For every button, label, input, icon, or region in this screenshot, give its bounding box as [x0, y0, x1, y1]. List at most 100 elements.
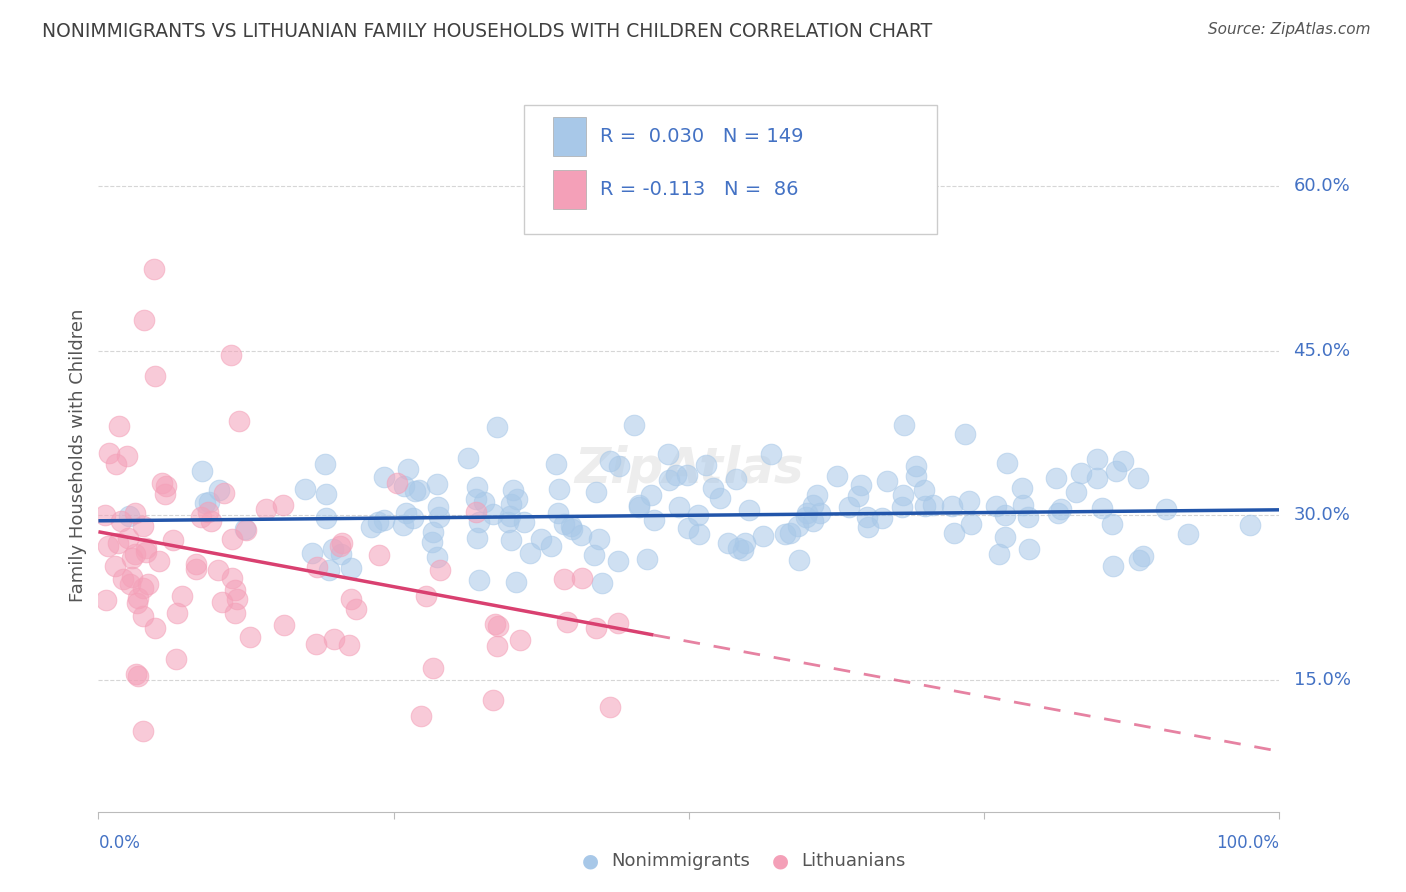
- Point: [1091, 500, 1114, 515]
- Point: [957, 494, 980, 508]
- Point: [233, 522, 256, 536]
- Text: Lithuanians: Lithuanians: [801, 852, 905, 870]
- Y-axis label: Family Households with Children: Family Households with Children: [69, 309, 87, 601]
- Point: [426, 477, 449, 491]
- Point: [628, 498, 651, 512]
- Point: [547, 506, 569, 520]
- Point: [395, 506, 418, 520]
- Text: Nonimmigrants: Nonimmigrants: [612, 852, 751, 870]
- Point: [429, 563, 451, 577]
- Point: [676, 468, 699, 483]
- Point: [702, 481, 724, 495]
- Point: [121, 570, 143, 584]
- Point: [585, 621, 607, 635]
- Point: [513, 515, 536, 529]
- Point: [367, 515, 389, 529]
- Point: [1154, 502, 1177, 516]
- Point: [803, 498, 825, 512]
- Point: [734, 535, 756, 549]
- Point: [464, 505, 486, 519]
- Point: [211, 594, 233, 608]
- Point: [221, 571, 243, 585]
- Point: [789, 553, 811, 567]
- Point: [588, 533, 610, 547]
- Point: [623, 418, 645, 433]
- Point: [1239, 517, 1261, 532]
- Point: [1132, 549, 1154, 563]
- Point: [135, 545, 157, 559]
- Point: [591, 576, 613, 591]
- Text: 15.0%: 15.0%: [1294, 671, 1351, 689]
- Point: [657, 447, 679, 461]
- Text: 0.0%: 0.0%: [98, 834, 141, 852]
- Point: [599, 700, 621, 714]
- Point: [486, 618, 509, 632]
- Point: [1101, 516, 1123, 531]
- Point: [294, 483, 316, 497]
- Point: [111, 572, 134, 586]
- Text: ●: ●: [582, 851, 599, 871]
- Point: [330, 536, 353, 550]
- Point: [544, 457, 567, 471]
- Point: [166, 607, 188, 621]
- Text: 60.0%: 60.0%: [1294, 177, 1350, 195]
- Point: [540, 540, 562, 554]
- Point: [398, 462, 420, 476]
- Point: [132, 582, 155, 596]
- Point: [955, 427, 977, 442]
- Point: [415, 589, 437, 603]
- Point: [1102, 558, 1125, 573]
- Point: [135, 541, 157, 555]
- Point: [117, 531, 139, 545]
- Point: [165, 651, 187, 665]
- Point: [125, 596, 148, 610]
- Point: [856, 520, 879, 534]
- Point: [344, 602, 367, 616]
- Point: [482, 507, 505, 521]
- Point: [155, 479, 177, 493]
- Point: [486, 640, 509, 654]
- Point: [148, 554, 170, 568]
- Point: [305, 560, 328, 574]
- Point: [851, 477, 873, 491]
- Point: [519, 546, 541, 560]
- Point: [329, 539, 352, 553]
- Point: [943, 525, 966, 540]
- Point: [136, 577, 159, 591]
- Text: 30.0%: 30.0%: [1294, 507, 1350, 524]
- Point: [922, 498, 945, 512]
- Text: 45.0%: 45.0%: [1294, 342, 1351, 359]
- Point: [457, 450, 479, 465]
- Point: [228, 414, 250, 428]
- Point: [108, 419, 131, 434]
- Point: [385, 476, 408, 491]
- Point: [184, 557, 207, 571]
- Point: [607, 554, 630, 568]
- Point: [912, 483, 935, 497]
- Text: ZipAtlas: ZipAtlas: [574, 445, 804, 493]
- Point: [855, 510, 877, 524]
- Point: [239, 630, 262, 644]
- Point: [402, 511, 425, 525]
- Point: [509, 632, 531, 647]
- Point: [104, 558, 127, 573]
- Point: [668, 500, 690, 514]
- Point: [368, 549, 391, 563]
- Point: [191, 464, 214, 478]
- Point: [254, 501, 277, 516]
- Point: [465, 480, 488, 494]
- Point: [150, 475, 173, 490]
- Point: [914, 500, 936, 514]
- Point: [1111, 453, 1133, 467]
- Point: [905, 468, 928, 483]
- Point: [190, 510, 212, 524]
- Point: [318, 563, 340, 577]
- Point: [198, 495, 221, 509]
- Point: [1177, 527, 1199, 541]
- Point: [1050, 502, 1073, 516]
- Point: [105, 457, 128, 471]
- Point: [838, 500, 860, 514]
- Point: [392, 479, 415, 493]
- Point: [505, 492, 527, 507]
- Point: [467, 574, 489, 588]
